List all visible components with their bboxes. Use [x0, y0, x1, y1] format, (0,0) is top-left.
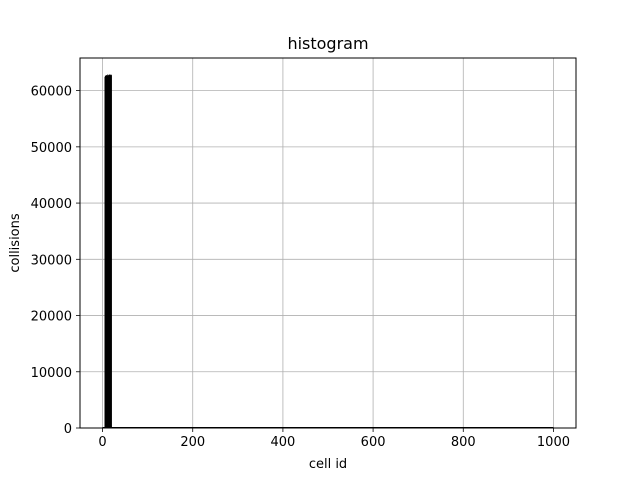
- x-tick-label: 400: [270, 435, 295, 450]
- y-tick-label: 0: [64, 422, 72, 437]
- x-tick-label: 600: [361, 435, 386, 450]
- plot-frame: [79, 57, 577, 429]
- y-tick-label: 10000: [31, 366, 72, 381]
- bars: [102, 74, 554, 429]
- x-axis-ticks: 0 200 400 600 800 1000: [98, 428, 570, 450]
- x-axis-label: cell id: [309, 457, 347, 472]
- y-tick-label: 60000: [31, 85, 72, 100]
- y-tick-label: 20000: [31, 310, 72, 325]
- histogram-bar: [110, 75, 112, 429]
- y-tick-label: 40000: [31, 197, 72, 212]
- y-tick-label: 50000: [31, 141, 72, 156]
- x-tick-label: 1000: [537, 435, 570, 450]
- y-axis-ticks: 0 10000 20000 30000 40000 50000 60000: [31, 85, 80, 437]
- y-axis-label: collisions: [8, 213, 23, 273]
- chart-title: histogram: [287, 34, 368, 53]
- y-tick-label: 30000: [31, 253, 72, 268]
- grid-lines: [80, 58, 576, 429]
- x-tick-label: 200: [180, 435, 205, 450]
- x-tick-label: 800: [451, 435, 476, 450]
- x-tick-label: 0: [98, 435, 106, 450]
